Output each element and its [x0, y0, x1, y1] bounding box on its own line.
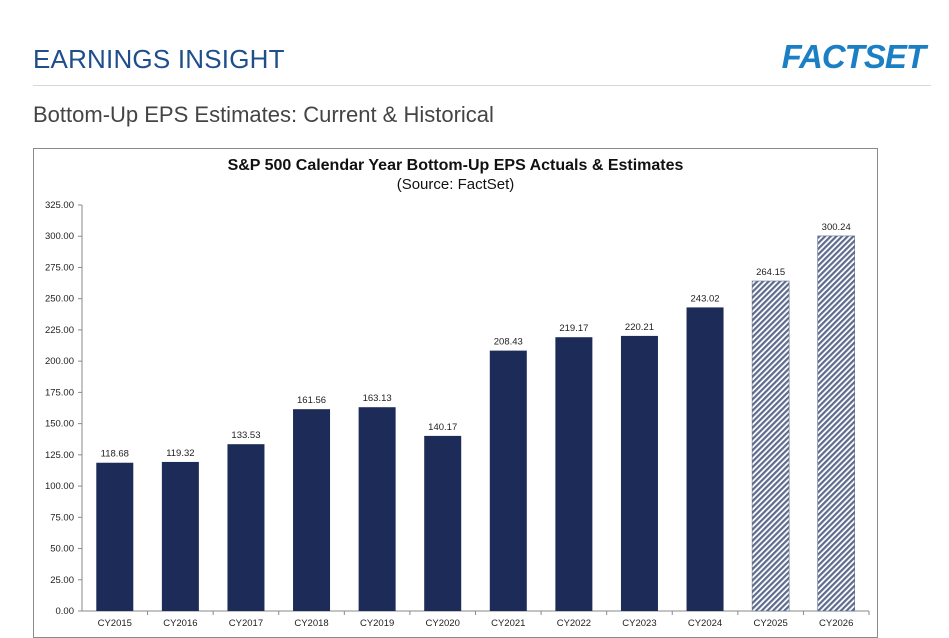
x-tick-label: CY2015 [98, 618, 132, 629]
chart-panel: S&P 500 Calendar Year Bottom-Up EPS Actu… [33, 148, 878, 638]
y-tick-label: 0.00 [56, 606, 75, 617]
bar-cy2023 [620, 335, 658, 611]
y-tick-label: 25.00 [50, 575, 74, 586]
x-tick-label: CY2018 [294, 618, 328, 629]
data-label: 161.56 [297, 395, 326, 406]
data-label: 220.21 [625, 322, 654, 333]
bar-cy2020 [424, 435, 462, 611]
bar-cy2015 [96, 462, 134, 611]
y-tick-label: 225.00 [45, 325, 74, 336]
bar-cy2021 [489, 350, 527, 611]
y-tick-label: 300.00 [45, 231, 74, 242]
page-subtitle: Bottom-Up EPS Estimates: Current & Histo… [33, 102, 494, 127]
eps-bar-chart: 0.00 25.00 50.00 75.00 100.00 125.00 150.00 175… [45, 200, 870, 629]
chart-title: S&P 500 Calendar Year Bottom-Up EPS Actu… [227, 157, 684, 174]
bar-cy2025 [751, 280, 790, 612]
chart-source: (Source: FactSet) [396, 176, 515, 193]
x-tick-label: CY2021 [491, 618, 525, 629]
y-tick-label: 175.00 [45, 387, 74, 398]
data-label: 119.32 [166, 448, 194, 459]
y-tick-label: 100.00 [45, 481, 74, 492]
y-tick-label: 125.00 [45, 450, 74, 461]
x-tick-label: CY2017 [229, 618, 263, 629]
y-tick-label: 200.00 [45, 356, 74, 367]
x-tick-label: CY2026 [819, 618, 853, 629]
data-label: 140.17 [428, 422, 457, 433]
data-label: 300.24 [822, 222, 851, 233]
bar-cy2022 [555, 337, 593, 611]
data-label: 163.13 [363, 393, 392, 404]
x-tick-label: CY2016 [163, 618, 197, 629]
x-tick-label: CY2020 [426, 618, 460, 629]
data-label: 208.43 [494, 337, 523, 348]
bar-cy2018 [293, 409, 331, 611]
y-tick-label: 150.00 [45, 419, 74, 430]
data-label: 264.15 [756, 267, 785, 278]
data-label: 219.17 [559, 323, 588, 334]
x-tick-label: CY2023 [622, 618, 656, 629]
bar-cy2019 [358, 407, 396, 611]
y-tick-label: 325.00 [45, 200, 74, 211]
x-tick-label: CY2025 [753, 618, 787, 629]
data-label: 133.53 [231, 430, 260, 441]
y-tick-label: 75.00 [50, 512, 74, 523]
bar-cy2026 [817, 235, 856, 612]
y-tick-label: 50.00 [50, 544, 74, 555]
data-label: 243.02 [691, 293, 720, 304]
report-title: EARNINGS INSIGHT [33, 44, 285, 74]
bar-cy2016 [161, 461, 199, 611]
bar-cy2024 [686, 307, 724, 611]
x-tick-label: CY2022 [557, 618, 591, 629]
data-label: 118.68 [101, 449, 129, 460]
bar-cy2017 [227, 444, 265, 611]
y-tick-label: 275.00 [45, 262, 74, 273]
header-divider [33, 85, 931, 86]
x-tick-label: CY2024 [688, 618, 722, 629]
x-tick-label: CY2019 [360, 618, 394, 629]
y-tick-label: 250.00 [45, 294, 74, 305]
factset-logo: FACTSET [781, 38, 926, 75]
